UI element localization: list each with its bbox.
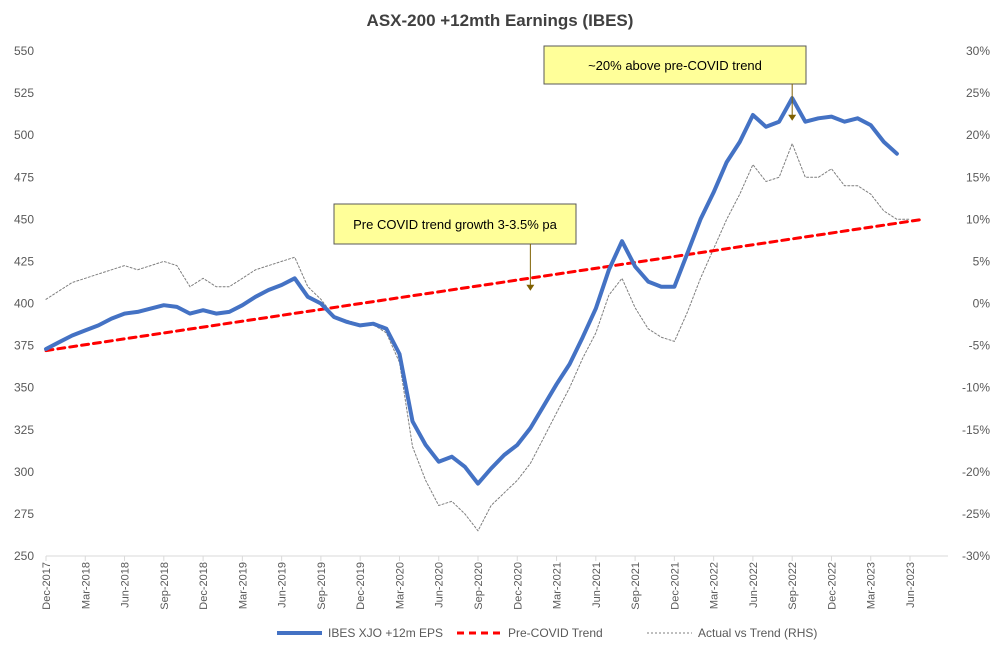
x-tick-label: Sep-2018 — [159, 562, 171, 610]
y-left-tick-label: 250 — [14, 549, 34, 563]
y-right-tick-label: 25% — [966, 86, 990, 100]
annotation-layer: Pre COVID trend growth 3-3.5% pa ~20% abo… — [334, 46, 806, 291]
axes-group: 250 275 300 325 350 375 400 425 450 475 500 525 550 -… — [14, 44, 990, 610]
y-right-tick-label: -5% — [969, 339, 991, 353]
x-tick-label: Sep-2021 — [630, 562, 642, 610]
x-tick-label: Dec-2022 — [826, 562, 838, 610]
x-tick-label: Mar-2019 — [237, 562, 249, 609]
y-left-tick-label: 525 — [14, 86, 34, 100]
x-tick-label: Mar-2023 — [866, 562, 878, 609]
annotation-arrow-head — [788, 115, 796, 121]
y-left-tick-label: 550 — [14, 44, 34, 58]
y-left-tick-label: 275 — [14, 507, 34, 521]
series-line-0 — [46, 98, 897, 484]
series-layer — [46, 98, 923, 531]
x-tick-label: Jun-2022 — [748, 562, 760, 608]
x-tick-label: Sep-2020 — [473, 562, 485, 610]
x-tick-label: Jun-2021 — [591, 562, 603, 608]
x-tick-label: Jun-2020 — [434, 562, 446, 608]
legend-item-label: Pre-COVID Trend — [508, 626, 603, 640]
annotation-arrow-head — [526, 285, 534, 291]
legend-item-label: IBES XJO +12m EPS — [328, 626, 443, 640]
y-left-tick-label: 450 — [14, 212, 34, 226]
annotation-text: ~20% above pre-COVID trend — [588, 58, 762, 73]
y-right-tick-label: 10% — [966, 212, 990, 226]
x-tick-label: Jun-2019 — [277, 562, 289, 608]
x-tick-label: Sep-2022 — [787, 562, 799, 610]
y-left-tick-label: 300 — [14, 465, 34, 479]
y-right-tick-label: 15% — [966, 170, 990, 184]
x-tick-label: Dec-2021 — [669, 562, 681, 610]
y-right-tick-label: 30% — [966, 44, 990, 58]
y-left-tick-label: 475 — [14, 170, 34, 184]
y-right-tick-label: -20% — [962, 465, 990, 479]
chart-title: ASX-200 +12mth Earnings (IBES) — [367, 11, 634, 30]
x-tick-label: Jun-2018 — [120, 562, 132, 608]
y-right-tick-label: -10% — [962, 381, 990, 395]
y-right-tick-label: -30% — [962, 549, 990, 563]
x-tick-label: Dec-2017 — [41, 562, 53, 610]
y-right-tick-label: 0% — [973, 297, 991, 311]
x-tick-label: Mar-2018 — [80, 562, 92, 609]
x-tick-label: Sep-2019 — [316, 562, 328, 610]
y-left-tick-label: 350 — [14, 381, 34, 395]
series-line-2 — [46, 144, 910, 531]
legend-item-label: Actual vs Trend (RHS) — [698, 626, 817, 640]
annotation-text: Pre COVID trend growth 3-3.5% pa — [353, 217, 558, 232]
y-left-tick-label: 400 — [14, 297, 34, 311]
x-tick-label: Mar-2020 — [394, 562, 406, 609]
x-tick-label: Jun-2023 — [905, 562, 917, 608]
x-tick-label: Mar-2021 — [552, 562, 564, 609]
x-tick-label: Dec-2018 — [198, 562, 210, 610]
x-tick-label: Dec-2020 — [512, 562, 524, 610]
y-right-tick-label: 20% — [966, 128, 990, 142]
y-left-tick-label: 425 — [14, 254, 34, 268]
x-tick-label: Mar-2022 — [709, 562, 721, 609]
x-tick-label: Dec-2019 — [355, 562, 367, 610]
y-left-tick-label: 500 — [14, 128, 34, 142]
y-right-tick-label: -25% — [962, 507, 990, 521]
y-left-tick-label: 375 — [14, 339, 34, 353]
y-right-tick-label: 5% — [973, 254, 991, 268]
y-left-tick-label: 325 — [14, 423, 34, 437]
y-right-tick-label: -15% — [962, 423, 990, 437]
legend: IBES XJO +12m EPS Pre-COVID Trend Actual v… — [277, 626, 817, 640]
